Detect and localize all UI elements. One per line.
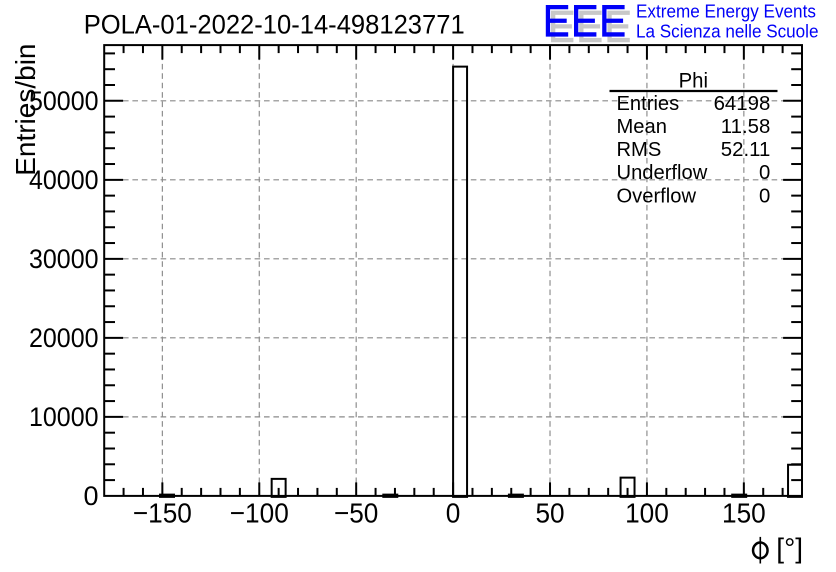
svg-text:La Scienza nelle Scuole: La Scienza nelle Scuole bbox=[636, 21, 819, 41]
svg-text:0: 0 bbox=[759, 184, 770, 207]
svg-text:64198: 64198 bbox=[714, 92, 771, 115]
svg-text:52.11: 52.11 bbox=[721, 138, 771, 161]
svg-text:11.58: 11.58 bbox=[721, 115, 771, 138]
svg-text:POLA-01-2022-10-14-498123771: POLA-01-2022-10-14-498123771 bbox=[84, 9, 465, 39]
svg-text:Entries/bin: Entries/bin bbox=[10, 44, 41, 176]
svg-text:0: 0 bbox=[759, 161, 770, 184]
svg-text:100: 100 bbox=[625, 498, 669, 529]
svg-text:Underflow: Underflow bbox=[617, 161, 708, 184]
svg-text:10000: 10000 bbox=[29, 402, 99, 432]
svg-text:Extreme Energy Events: Extreme Energy Events bbox=[636, 2, 816, 22]
svg-text:[°]: [°] bbox=[776, 533, 803, 564]
svg-text:Entries: Entries bbox=[617, 92, 680, 115]
svg-text:0: 0 bbox=[83, 481, 98, 511]
svg-text:RMS: RMS bbox=[617, 138, 662, 161]
svg-text:0: 0 bbox=[446, 498, 461, 529]
svg-text:Overflow: Overflow bbox=[617, 184, 697, 207]
svg-text:−50: −50 bbox=[334, 498, 378, 529]
svg-text:30000: 30000 bbox=[29, 244, 99, 274]
svg-text:50: 50 bbox=[535, 498, 564, 529]
svg-text:50000: 50000 bbox=[29, 86, 99, 116]
svg-text:150: 150 bbox=[722, 498, 766, 529]
svg-text:−150: −150 bbox=[133, 498, 192, 529]
svg-text:20000: 20000 bbox=[29, 323, 99, 353]
svg-text:−100: −100 bbox=[230, 498, 289, 529]
svg-text:40000: 40000 bbox=[29, 165, 99, 195]
svg-text:Phi: Phi bbox=[679, 69, 708, 93]
svg-text:Mean: Mean bbox=[617, 115, 667, 138]
